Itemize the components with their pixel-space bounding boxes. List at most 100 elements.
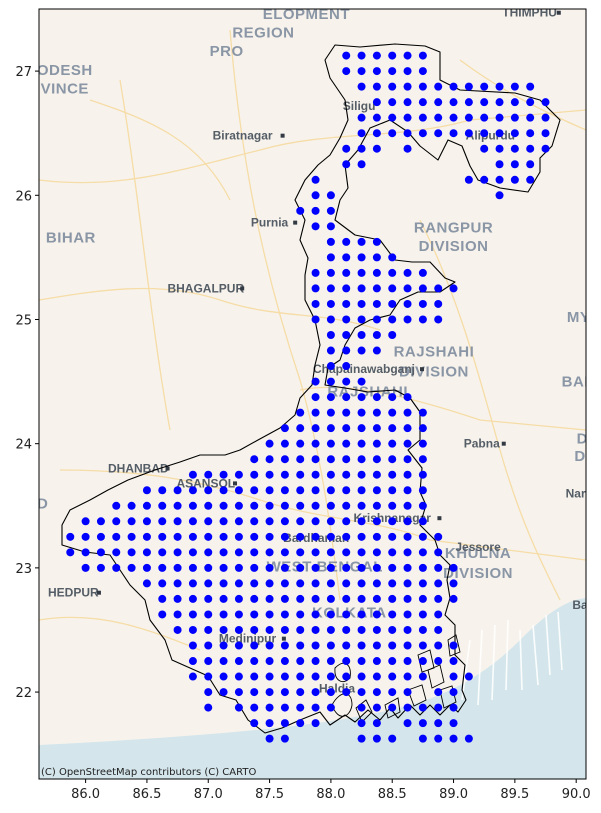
grid-point (265, 532, 274, 541)
grid-point (418, 486, 427, 495)
grid-point (388, 672, 397, 681)
grid-point (173, 548, 182, 557)
grid-point (173, 486, 182, 495)
grid-point (526, 82, 535, 91)
grid-point (265, 688, 274, 697)
grid-point (326, 268, 335, 277)
grid-point (388, 268, 397, 277)
grid-point (311, 579, 320, 588)
grid-point (234, 501, 243, 510)
grid-point (311, 501, 320, 510)
grid-point (388, 82, 397, 91)
grid-point (342, 672, 351, 681)
grid-point (326, 501, 335, 510)
grid-point (296, 625, 305, 634)
grid-point (418, 734, 427, 743)
grid-point (403, 408, 412, 417)
grid-point (204, 579, 213, 588)
grid-point (388, 734, 397, 743)
grid-point (357, 129, 366, 138)
map-label-rangpur: RANGPUR (414, 220, 493, 237)
grid-point (234, 688, 243, 697)
grid-point (296, 719, 305, 728)
grid-point (311, 439, 320, 448)
grid-point (311, 455, 320, 464)
grid-point (219, 501, 228, 510)
grid-point (81, 532, 90, 541)
grid-point (234, 594, 243, 603)
y-axis: 22 23 24 25 26 27 (15, 65, 39, 701)
grid-point (250, 672, 259, 681)
grid-point (342, 299, 351, 308)
grid-point (250, 470, 259, 479)
grid-point (388, 393, 397, 402)
grid-point (280, 672, 289, 681)
grid-point (112, 532, 121, 541)
grid-point (434, 98, 443, 107)
grid-point (66, 548, 75, 557)
grid-point (418, 113, 427, 122)
grid-point (357, 703, 366, 712)
grid-point (418, 284, 427, 293)
grid-point (326, 206, 335, 215)
grid-point (296, 579, 305, 588)
grid-point (342, 362, 351, 371)
grid-point (204, 688, 213, 697)
grid-point (388, 688, 397, 697)
grid-point (188, 486, 197, 495)
grid-point (449, 594, 458, 603)
map-label-d-left: D (37, 495, 48, 512)
grid-point (434, 579, 443, 588)
grid-point (142, 548, 151, 557)
grid-point (403, 284, 412, 293)
grid-point (449, 129, 458, 138)
grid-point (357, 688, 366, 697)
grid-point (342, 563, 351, 572)
grid-point (112, 563, 121, 572)
grid-point (204, 594, 213, 603)
grid-point (188, 579, 197, 588)
grid-point (403, 688, 412, 697)
grid-point (372, 625, 381, 634)
grid-point (326, 393, 335, 402)
grid-point (403, 532, 412, 541)
grid-point (372, 501, 381, 510)
grid-point (342, 455, 351, 464)
map-label-bihar: BIHAR (46, 229, 96, 246)
grid-point (280, 517, 289, 526)
grid-point (342, 284, 351, 293)
grid-point (66, 532, 75, 541)
grid-point (311, 610, 320, 619)
grid-point (541, 98, 550, 107)
grid-point (418, 455, 427, 464)
grid-point (204, 548, 213, 557)
grid-point (219, 641, 228, 650)
x-axis: 86.0 86.5 87.0 87.5 88.0 88.5 89.0 89.5 90.0 (71, 779, 591, 802)
grid-point (142, 517, 151, 526)
grid-point (265, 657, 274, 666)
grid-point (250, 501, 259, 510)
grid-point (280, 688, 289, 697)
grid-point (357, 455, 366, 464)
grid-point (326, 222, 335, 231)
grid-point (311, 175, 320, 184)
grid-point (372, 672, 381, 681)
grid-point (265, 517, 274, 526)
grid-point (541, 129, 550, 138)
grid-point (449, 284, 458, 293)
grid-point (296, 672, 305, 681)
basemap-sundarbans-channels (461, 611, 563, 706)
grid-point (280, 657, 289, 666)
grid-point (541, 113, 550, 122)
grid-point (357, 439, 366, 448)
grid-point (96, 532, 105, 541)
grid-point (311, 470, 320, 479)
grid-point (434, 284, 443, 293)
grid-point (449, 82, 458, 91)
grid-point (280, 532, 289, 541)
grid-point (296, 594, 305, 603)
grid-point (418, 625, 427, 634)
grid-point (372, 346, 381, 355)
grid-point (219, 610, 228, 619)
grid-point (250, 532, 259, 541)
